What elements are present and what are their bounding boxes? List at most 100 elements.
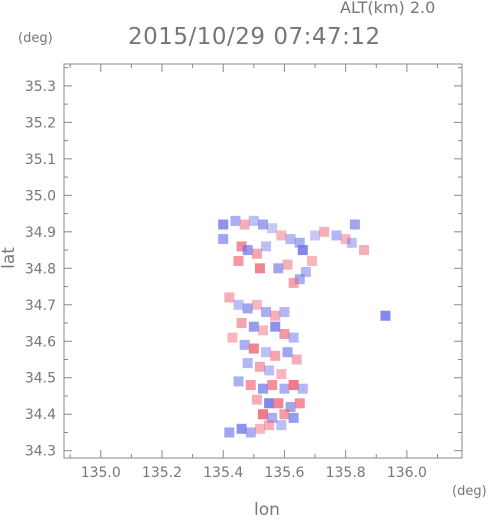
radar-cell (233, 299, 244, 310)
radar-cell (279, 383, 290, 394)
radar-cell (264, 365, 275, 376)
radar-cell (233, 376, 244, 387)
x-tick-label: 135.0 (81, 465, 121, 481)
radar-cell (279, 409, 290, 420)
radar-cell (276, 369, 287, 380)
radar-cell (261, 307, 272, 318)
radar-cell (251, 299, 262, 310)
x-tick-label: 135.6 (264, 465, 304, 481)
y-tick-label: 35.3 (25, 79, 56, 95)
radar-cell (297, 383, 308, 394)
radar-cell (319, 226, 330, 237)
radar-cell (279, 328, 290, 339)
radar-cell (346, 237, 357, 248)
radar-cell (242, 358, 253, 369)
x-tick-label: 135.8 (326, 465, 366, 481)
radar-cell (248, 321, 259, 332)
radar-cell (258, 383, 268, 394)
y-tick-label: 35.0 (25, 188, 56, 204)
radar-cell (331, 230, 342, 241)
radar-cell (288, 380, 299, 391)
radar-cell (270, 350, 281, 361)
radar-cell (288, 277, 299, 288)
radar-cell (264, 398, 275, 409)
radar-cell (267, 223, 278, 234)
y-tick-label: 34.7 (25, 298, 56, 314)
radar-cell (297, 245, 308, 256)
radar-cell (359, 245, 370, 256)
radar-cell (279, 307, 290, 318)
y-tick-label: 34.5 (25, 371, 56, 387)
radar-cell (236, 318, 247, 329)
radar-cell (254, 361, 265, 372)
radar-cell (300, 266, 311, 277)
altitude-label: ALT(km) 2.0 (340, 0, 436, 17)
x-tick-label: 136.0 (387, 465, 427, 481)
radar-cell (218, 234, 229, 245)
x-axis-label: lon (254, 500, 280, 520)
radar-cell (251, 394, 262, 405)
radar-cell (236, 423, 247, 434)
radar-cell (285, 234, 296, 245)
radar-cell (224, 427, 235, 438)
radar-cell (288, 332, 299, 343)
x-tick-label: 135.4 (203, 465, 243, 481)
radar-cell (261, 241, 272, 252)
radar-cell (224, 292, 235, 303)
y-tick-label: 34.9 (25, 225, 56, 241)
radar-cell (264, 420, 275, 431)
y-tick-label: 34.6 (25, 334, 56, 350)
y-unit-label: (deg) (18, 31, 53, 46)
plot-frame (63, 63, 463, 459)
radar-cell (349, 219, 360, 230)
radar-cell (270, 310, 281, 321)
radar-cell (254, 423, 265, 434)
radar-cell (261, 347, 272, 358)
radar-cell (294, 237, 305, 248)
y-tick-label: 34.8 (25, 261, 56, 277)
radar-cell (218, 219, 229, 230)
chart-timestamp-title: 2015/10/29 07:47:12 (128, 24, 381, 50)
radar-cell (227, 332, 238, 343)
radar-cell (248, 215, 259, 226)
radar-cell (236, 241, 247, 252)
radar-cell (273, 263, 284, 274)
radar-cell (288, 412, 299, 423)
radar-cell (285, 401, 296, 412)
radar-cell (239, 339, 250, 350)
x-tick-label: 135.2 (142, 465, 182, 481)
radar-cell (239, 219, 250, 230)
radar-cell (267, 412, 278, 423)
y-tick-label: 34.4 (25, 407, 56, 423)
radar-cell (245, 427, 256, 438)
radar-cell (291, 354, 302, 365)
radar-cell (310, 230, 321, 241)
radar-cell (242, 245, 253, 256)
radar-cell (233, 256, 244, 266)
radar-cell (282, 259, 293, 270)
radar-cell (258, 409, 268, 420)
y-tick-label: 34.3 (25, 444, 56, 460)
radar-cell (258, 219, 268, 230)
radar-cell (242, 303, 253, 314)
radar-cell (282, 347, 293, 358)
radar-cell (294, 274, 305, 285)
radar-cell (294, 398, 305, 409)
radar-cell (306, 256, 317, 266)
radar-cell (248, 343, 259, 354)
radar-cell (251, 248, 262, 259)
radar-cell (380, 310, 391, 321)
y-tick-label: 35.2 (25, 115, 56, 131)
x-unit-label: (deg) (452, 484, 487, 499)
radar-cell (340, 234, 351, 245)
radar-cell (267, 380, 278, 391)
radar-cell (258, 325, 268, 336)
radar-cell (276, 420, 287, 431)
radar-cell (230, 215, 241, 226)
y-tick-label: 35.1 (25, 152, 56, 168)
radar-cell (276, 230, 287, 241)
radar-cell (254, 263, 265, 274)
radar-cell (245, 380, 256, 391)
radar-cell (273, 398, 284, 409)
